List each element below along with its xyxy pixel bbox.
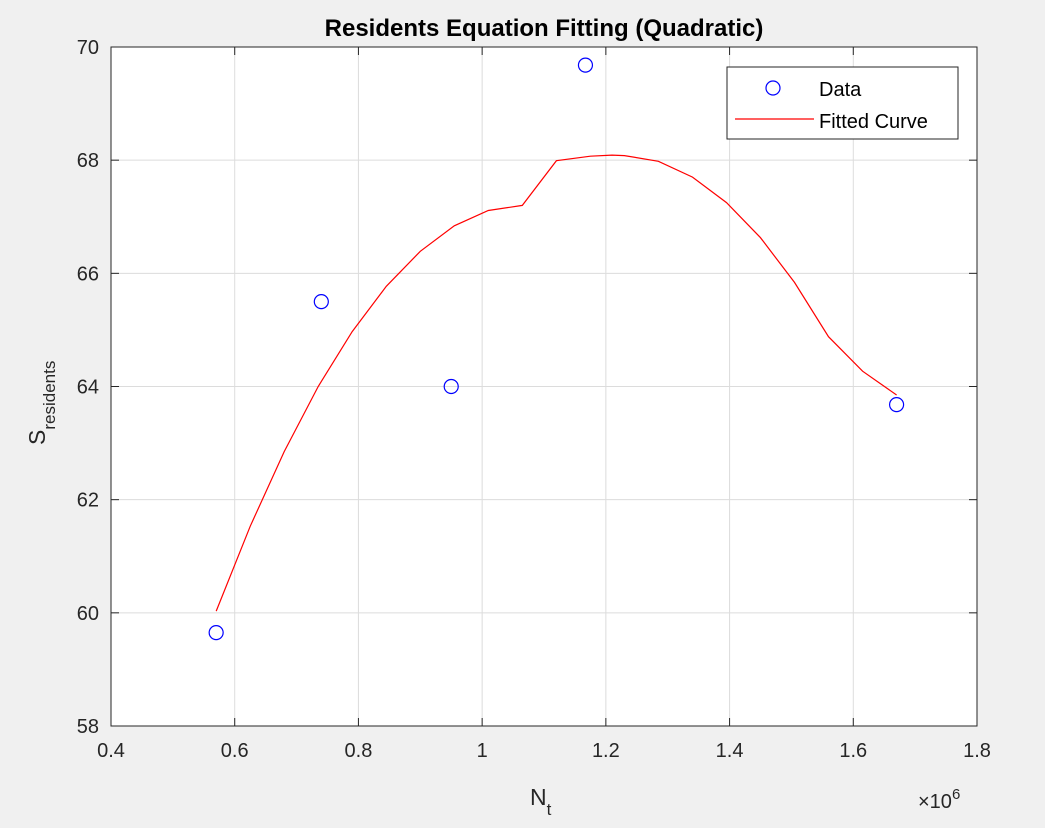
x-tick-label: 1.2: [592, 740, 620, 762]
legend-data-label: Data: [819, 79, 862, 101]
series-layer: [208, 57, 905, 641]
y-tick-label: 62: [77, 490, 99, 512]
x-tick-label: 0.4: [97, 740, 125, 762]
y-tick-label: 70: [77, 37, 99, 59]
x-tick-label: 0.6: [221, 740, 249, 762]
y-axis-label-sub: residents: [40, 361, 59, 430]
y-axis-label-base: S: [24, 430, 50, 445]
x-axis-label: Nt: [530, 784, 552, 819]
data-point: [443, 378, 459, 395]
x-tick-label: 1.8: [963, 740, 991, 762]
fitted-curve-line: [215, 154, 897, 612]
grid-lines: [111, 47, 977, 726]
legend: Data Fitted Curve: [726, 66, 959, 140]
x-exponent-power: 6: [952, 786, 960, 803]
x-tick-label: 0.8: [345, 740, 373, 762]
tick-labels: 0.4 0.6 0.8 1 1.2 1.4 1.6 1.8 58 60 62 64 66 68 70: [77, 37, 991, 762]
tick-marks: [110, 46, 978, 727]
y-tick-label: 64: [77, 377, 99, 399]
y-tick-label: 68: [77, 150, 99, 172]
data-point: [888, 397, 905, 413]
x-axis-label-sub: t: [547, 800, 552, 819]
x-exponent-prefix: ×10: [918, 791, 952, 813]
data-point: [577, 57, 594, 73]
legend-box: [726, 66, 959, 140]
y-tick-label: 60: [77, 603, 99, 625]
y-tick-label: 66: [77, 263, 99, 285]
legend-fit-label: Fitted Curve: [819, 111, 928, 133]
legend-data-marker: [765, 80, 781, 96]
x-exponent-label: ×106: [918, 786, 960, 813]
x-axis-label-base: N: [530, 784, 547, 810]
chart-title: Residents Equation Fitting (Quadratic): [325, 15, 764, 42]
y-tick-label: 58: [77, 716, 99, 738]
x-tick-label: 1: [477, 740, 488, 762]
y-axis-label: Sresidents: [24, 361, 59, 445]
x-tick-label: 1.4: [716, 740, 744, 762]
x-tick-label: 1.6: [839, 740, 867, 762]
data-point: [313, 294, 329, 310]
data-point: [208, 625, 224, 641]
